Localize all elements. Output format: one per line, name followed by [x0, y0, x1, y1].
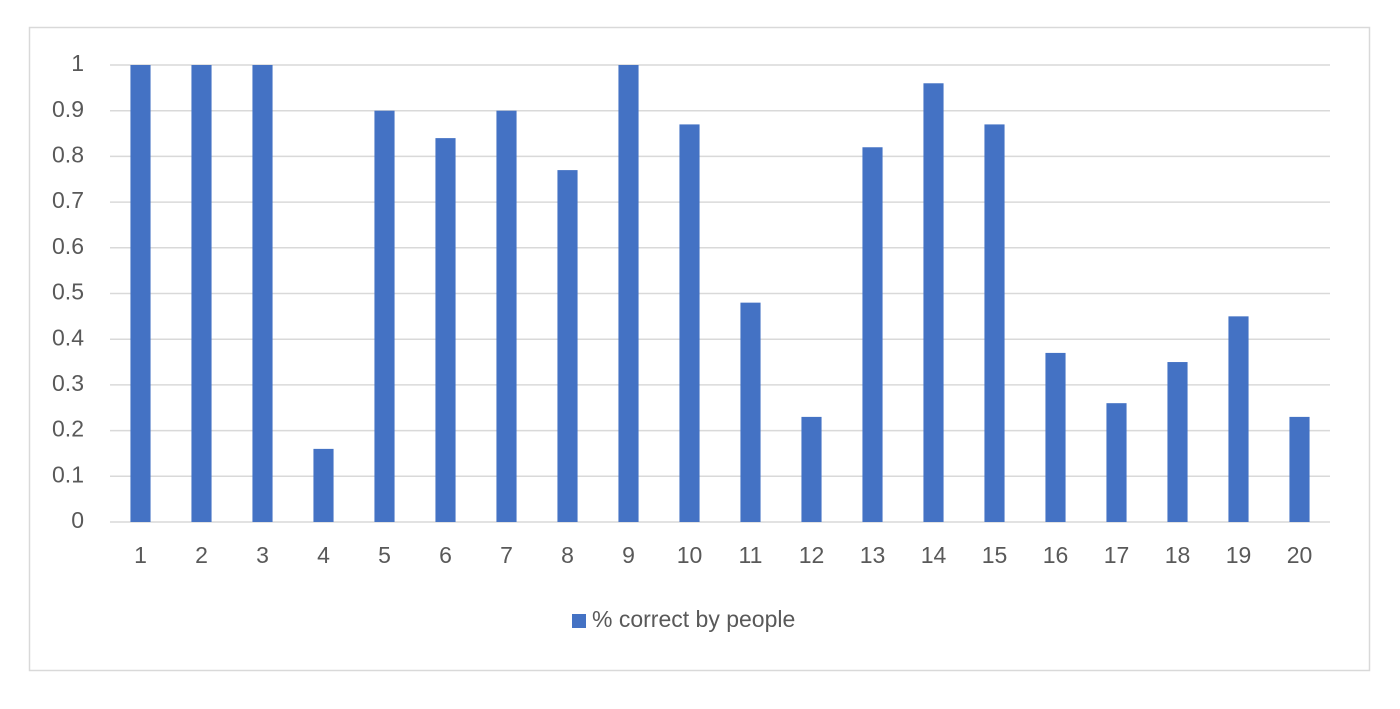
bar: [252, 65, 273, 522]
bar: [313, 448, 334, 522]
bar: [618, 65, 639, 522]
x-tick-label: 18: [1165, 542, 1191, 568]
bar: [801, 416, 822, 522]
y-tick-label: 0.7: [52, 187, 84, 213]
legend-label: % correct by people: [592, 606, 795, 632]
x-tick-label: 2: [195, 542, 208, 568]
x-tick-label: 20: [1287, 542, 1313, 568]
y-tick-label: 0: [71, 507, 84, 533]
y-tick-label: 0.6: [52, 233, 84, 259]
bar: [191, 65, 212, 522]
x-tick-label: 3: [256, 542, 269, 568]
bar: [1228, 316, 1249, 522]
bar: [130, 65, 151, 522]
bar: [1167, 362, 1188, 522]
bar: [923, 83, 944, 522]
bar: [1289, 416, 1310, 522]
y-tick-label: 0.3: [52, 370, 84, 396]
x-tick-label: 16: [1043, 542, 1069, 568]
x-tick-label: 7: [500, 542, 513, 568]
y-tick-label: 0.9: [52, 96, 84, 122]
y-tick-label: 0.5: [52, 279, 84, 305]
legend-swatch: [572, 614, 586, 628]
x-tick-label: 6: [439, 542, 452, 568]
x-tick-label: 17: [1104, 542, 1130, 568]
x-tick-label: 9: [622, 542, 635, 568]
bar: [435, 138, 456, 522]
bar: [1106, 403, 1127, 522]
bar: [1045, 352, 1066, 522]
bar: [496, 110, 517, 522]
y-tick-label: 0.8: [52, 141, 84, 167]
y-tick-label: 0.1: [52, 461, 84, 487]
x-tick-label: 4: [317, 542, 330, 568]
x-tick-label: 12: [799, 542, 825, 568]
x-tick-label: 1: [134, 542, 147, 568]
x-tick-label: 19: [1226, 542, 1252, 568]
bar: [740, 302, 761, 522]
bar: [984, 124, 1005, 522]
x-tick-label: 15: [982, 542, 1008, 568]
bar: [862, 147, 883, 522]
x-tick-label: 5: [378, 542, 391, 568]
y-tick-label: 0.4: [52, 324, 84, 350]
y-tick-label: 1: [71, 50, 84, 76]
x-tick-label: 10: [677, 542, 703, 568]
x-tick-label: 11: [739, 542, 763, 568]
bar: [679, 124, 700, 522]
x-tick-label: 13: [860, 542, 886, 568]
x-tick-label: 8: [561, 542, 574, 568]
y-tick-label: 0.2: [52, 416, 84, 442]
bar: [557, 170, 578, 523]
x-tick-label: 14: [921, 542, 947, 568]
bar: [374, 110, 395, 522]
